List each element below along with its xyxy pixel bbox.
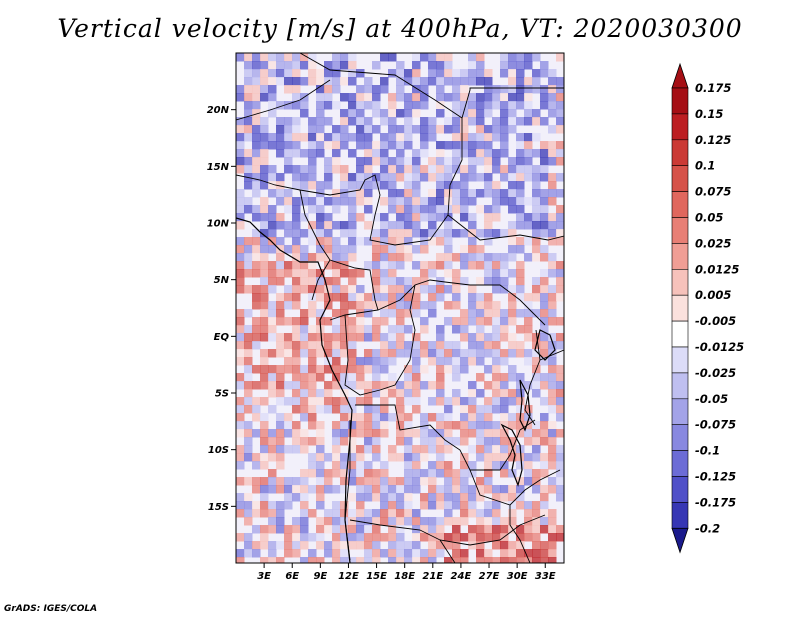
colorbar-label: -0.1	[695, 444, 720, 458]
lon-tick-label: 30E	[507, 571, 528, 582]
latitude-axis: 20N 15N 10N 5N EQ 5S 10S 15S	[207, 105, 236, 513]
colorbar-segment	[671, 113, 689, 141]
colorbar: 0.175 0.15 0.125 0.1 0.075 0.05 0.025 0.0125 0.0…	[671, 62, 744, 554]
colorbar-segment	[671, 398, 689, 425]
lat-tick-label: 15S	[208, 502, 229, 513]
grads-credit: GrADS: IGES/COLA	[4, 604, 98, 614]
lon-tick-label: 21E	[422, 571, 443, 582]
colorbar-top-cap	[671, 62, 689, 89]
colorbar-label: -0.175	[695, 495, 736, 509]
colorbar-segment	[671, 87, 689, 115]
lat-tick-label: 15N	[207, 162, 230, 173]
colorbar-segment	[671, 502, 689, 529]
lon-tick-label: 27E	[479, 571, 500, 582]
colorbar-segment	[671, 191, 689, 218]
colorbar-segment	[671, 217, 689, 244]
colorbar-segment	[671, 346, 689, 374]
colorbar-label: -0.005	[695, 314, 736, 328]
colorbar-label: -0.075	[695, 418, 736, 432]
colorbar-label: -0.05	[695, 392, 728, 406]
colorbar-label: -0.0125	[695, 340, 744, 354]
colorbar-segment	[671, 139, 689, 167]
lat-tick-label: 10S	[208, 445, 229, 456]
colorbar-segment	[671, 268, 689, 296]
lat-tick-label: 5S	[215, 389, 229, 400]
colorbar-segment	[671, 320, 689, 348]
colorbar-label: 0.075	[695, 185, 731, 199]
lon-tick-label: 18E	[394, 571, 415, 582]
colorbar-label: -0.2	[695, 521, 720, 535]
lat-tick-label: 10N	[207, 219, 230, 230]
colorbar-bottom-cap	[671, 527, 689, 554]
colorbar-label: 0.175	[695, 81, 731, 95]
coastline	[236, 217, 556, 563]
colorbar-segment	[671, 294, 689, 322]
colorbar-segment	[671, 372, 689, 400]
colorbar-segment	[671, 424, 689, 451]
colorbar-label: 0.025	[695, 236, 731, 250]
map-title: Vertical velocity [m/s] at 400hPa, VT: 2…	[57, 14, 743, 43]
longitude-axis: 3E 6E 9E 12E 15E 18E 21E 24E 27E 30E 33E	[257, 563, 556, 582]
colorbar-label: 0.15	[695, 107, 723, 121]
colorbar-label: -0.025	[695, 366, 736, 380]
colorbar-label: 0.0125	[695, 262, 739, 276]
lon-tick-label: 24E	[451, 571, 472, 582]
velocity-field	[236, 53, 564, 563]
colorbar-label: -0.125	[695, 470, 736, 484]
colorbar-label: 0.125	[695, 133, 731, 147]
colorbar-label: 0.05	[695, 211, 723, 225]
lon-tick-label: 33E	[535, 571, 556, 582]
lon-tick-label: 3E	[257, 571, 271, 582]
lat-tick-label: 5N	[214, 275, 230, 286]
lat-tick-label: 20N	[207, 105, 230, 116]
colorbar-segment	[671, 243, 689, 270]
lon-tick-label: 6E	[285, 571, 299, 582]
lon-tick-label: 12E	[338, 571, 359, 582]
colorbar-segment	[671, 450, 689, 477]
colorbar-label: 0.1	[695, 159, 715, 173]
colorbar-label: 0.005	[695, 288, 731, 302]
colorbar-segment	[671, 165, 689, 192]
map-frame	[235, 52, 565, 564]
lon-tick-label: 15E	[366, 571, 387, 582]
colorbar-segment	[671, 476, 689, 503]
lat-tick-label: EQ	[214, 332, 230, 343]
lon-tick-label: 9E	[313, 571, 327, 582]
